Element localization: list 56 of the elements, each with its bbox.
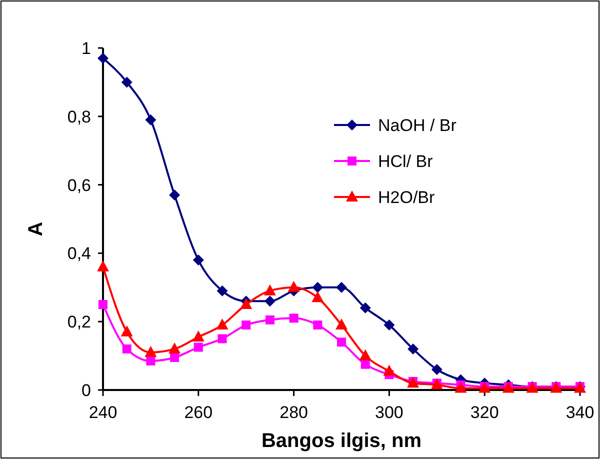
y-axis-title: A xyxy=(25,222,47,236)
point xyxy=(242,320,251,330)
point xyxy=(194,342,203,352)
point xyxy=(264,284,276,296)
point xyxy=(265,315,274,324)
point xyxy=(313,320,322,330)
y-tick-label: 0,4 xyxy=(67,244,91,264)
point xyxy=(192,254,204,266)
point xyxy=(337,338,346,347)
point xyxy=(312,282,324,293)
point xyxy=(144,346,157,357)
point xyxy=(168,342,181,354)
point xyxy=(454,382,467,393)
point xyxy=(122,344,132,354)
point xyxy=(264,296,276,307)
point xyxy=(312,291,324,302)
x-tick-label: 280 xyxy=(280,403,308,422)
point xyxy=(336,318,348,330)
point xyxy=(170,353,180,362)
x-tick-label: 240 xyxy=(88,403,118,422)
point xyxy=(146,356,156,366)
x-tick-label: 300 xyxy=(375,403,404,422)
y-tick-label: 0 xyxy=(82,381,91,400)
x-tick-label: 320 xyxy=(470,403,499,422)
point xyxy=(169,190,180,201)
y-tick-label: 0,2 xyxy=(67,312,91,332)
point xyxy=(240,298,252,309)
point xyxy=(360,302,371,314)
x-tick-label: 340 xyxy=(566,403,594,422)
point xyxy=(289,314,298,323)
x-tick-label: 260 xyxy=(184,403,213,422)
point xyxy=(288,280,300,292)
point xyxy=(145,114,156,126)
legend-label: H2O/Br xyxy=(378,188,436,207)
point xyxy=(360,360,370,369)
point xyxy=(383,364,396,376)
point xyxy=(120,325,133,336)
y-tick-label: 0,6 xyxy=(67,176,91,195)
point xyxy=(216,285,228,296)
point xyxy=(121,76,132,88)
point xyxy=(192,330,204,342)
point xyxy=(98,300,108,309)
point xyxy=(218,334,227,344)
point xyxy=(431,364,442,375)
legend-label: HCl/ Br xyxy=(378,152,434,171)
legend-label: NaOH / Br xyxy=(378,116,457,135)
point xyxy=(359,349,372,360)
point xyxy=(98,52,108,64)
y-tick-label: 1 xyxy=(82,39,91,58)
point xyxy=(336,282,347,293)
y-tick-label: 0,8 xyxy=(67,107,91,126)
point xyxy=(384,320,395,331)
point xyxy=(408,343,419,354)
point xyxy=(97,260,109,272)
x-axis-title: Bangos ilgis, nm xyxy=(261,430,422,452)
point xyxy=(216,318,228,330)
